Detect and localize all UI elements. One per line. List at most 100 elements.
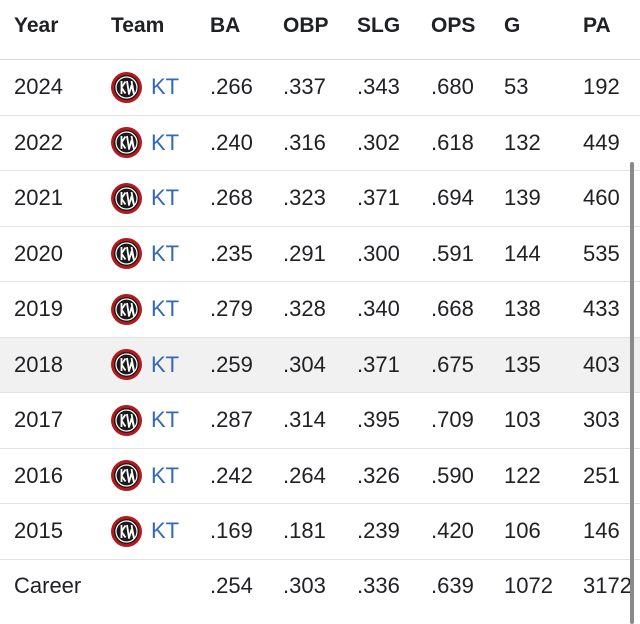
kt-wiz-logo-icon	[111, 127, 142, 159]
ba-cell: .169	[210, 518, 253, 544]
table-row: 2022 KT .240 .316 .302 .618 132 449	[0, 116, 640, 171]
team-cell[interactable]: KT	[111, 504, 179, 559]
pa-cell: 251	[583, 462, 620, 488]
team-cell[interactable]: KT	[111, 171, 179, 226]
year-cell: 2024	[14, 74, 63, 100]
team-cell[interactable]: KT	[111, 393, 179, 448]
pa-cell: 433	[583, 296, 620, 322]
team-link[interactable]: KT	[151, 351, 180, 377]
games-cell: 139	[504, 185, 541, 211]
table-row: 2024 KT .266 .337 .343 .680 53 192	[0, 60, 640, 116]
ops-cell: .618	[431, 129, 474, 155]
column-header-pa[interactable]: PA	[583, 13, 611, 37]
team-cell[interactable]: KT	[111, 116, 179, 171]
pa-cell: 535	[583, 240, 620, 266]
team-link[interactable]: KT	[151, 407, 180, 433]
table-row: 2016 KT .242 .264 .326 .590 122 251	[0, 449, 640, 504]
ba-cell: .242	[210, 462, 253, 488]
pa-cell: 460	[583, 185, 620, 211]
slg-cell: .340	[357, 296, 400, 322]
pa-cell: 303	[583, 407, 620, 433]
games-cell: 122	[504, 462, 541, 488]
table-row: 2018 KT .259 .304 .371 .675 135 403	[0, 337, 640, 393]
team-link[interactable]: KT	[151, 185, 180, 211]
ba-cell: .266	[210, 74, 253, 100]
ops-cell: .590	[431, 462, 474, 488]
ba-cell: .287	[210, 407, 253, 433]
obp-cell: .337	[283, 74, 326, 100]
career-totals-row: Career .254 .303 .336 .639 1072 3172	[0, 560, 640, 612]
team-cell[interactable]: KT	[111, 449, 179, 504]
team-cell[interactable]: KT	[111, 282, 179, 337]
career-pa: 3172	[583, 572, 632, 598]
ops-cell: .694	[431, 185, 474, 211]
pa-cell: 192	[583, 74, 620, 100]
obp-cell: .323	[283, 185, 326, 211]
team-link[interactable]: KT	[151, 240, 180, 266]
kt-wiz-logo-icon	[111, 460, 142, 492]
ba-cell: .240	[210, 129, 253, 155]
games-cell: 53	[504, 74, 529, 100]
kt-wiz-logo-icon	[111, 349, 142, 381]
team-cell[interactable]: KT	[111, 227, 179, 282]
ops-cell: .420	[431, 518, 474, 544]
team-link[interactable]: KT	[151, 462, 180, 488]
kt-wiz-logo-icon	[111, 71, 142, 103]
slg-cell: .343	[357, 74, 400, 100]
games-cell: 103	[504, 407, 541, 433]
career-label: Career	[14, 572, 82, 598]
ba-cell: .235	[210, 240, 253, 266]
team-link[interactable]: KT	[151, 129, 180, 155]
column-header-ba[interactable]: BA	[210, 13, 241, 37]
team-link[interactable]: KT	[151, 74, 180, 100]
ba-cell: .268	[210, 185, 253, 211]
obp-cell: .291	[283, 240, 326, 266]
career-ops: .639	[431, 572, 474, 598]
team-cell[interactable]: KT	[111, 338, 179, 393]
games-cell: 132	[504, 129, 541, 155]
obp-cell: .264	[283, 462, 326, 488]
year-cell: 2018	[14, 351, 63, 377]
ops-cell: .675	[431, 351, 474, 377]
obp-cell: .304	[283, 351, 326, 377]
team-cell[interactable]: KT	[111, 60, 179, 115]
year-cell: 2015	[14, 518, 63, 544]
table-row: 2015 KT .169 .181 .239 .420 106 146	[0, 504, 640, 560]
table-header-row: Year Team BA OBP SLG OPS G PA	[0, 0, 640, 60]
vertical-scrollbar[interactable]	[630, 162, 634, 624]
slg-cell: .326	[357, 462, 400, 488]
obp-cell: .314	[283, 407, 326, 433]
games-cell: 138	[504, 296, 541, 322]
column-header-ops[interactable]: OPS	[431, 13, 476, 37]
year-cell: 2022	[14, 129, 63, 155]
ops-cell: .668	[431, 296, 474, 322]
column-header-team[interactable]: Team	[111, 13, 165, 37]
column-header-year[interactable]: Year	[14, 13, 59, 37]
year-cell: 2019	[14, 296, 63, 322]
ba-cell: .279	[210, 296, 253, 322]
table-row: 2021 KT .268 .323 .371 .694 139 460	[0, 171, 640, 227]
obp-cell: .328	[283, 296, 326, 322]
career-ba: .254	[210, 572, 253, 598]
slg-cell: .371	[357, 351, 400, 377]
obp-cell: .181	[283, 518, 326, 544]
column-header-obp[interactable]: OBP	[283, 13, 329, 37]
slg-cell: .302	[357, 129, 400, 155]
slg-cell: .395	[357, 407, 400, 433]
column-header-slg[interactable]: SLG	[357, 13, 401, 37]
career-obp: .303	[283, 572, 326, 598]
column-header-g[interactable]: G	[504, 13, 521, 37]
table-row: 2019 KT .279 .328 .340 .668 138 433	[0, 282, 640, 338]
games-cell: 135	[504, 351, 541, 377]
games-cell: 106	[504, 518, 541, 544]
team-link[interactable]: KT	[151, 296, 180, 322]
slg-cell: .300	[357, 240, 400, 266]
slg-cell: .371	[357, 185, 400, 211]
pa-cell: 449	[583, 129, 620, 155]
team-link[interactable]: KT	[151, 518, 180, 544]
kt-wiz-logo-icon	[111, 238, 142, 270]
obp-cell: .316	[283, 129, 326, 155]
pa-cell: 403	[583, 351, 620, 377]
kt-wiz-logo-icon	[111, 515, 142, 547]
